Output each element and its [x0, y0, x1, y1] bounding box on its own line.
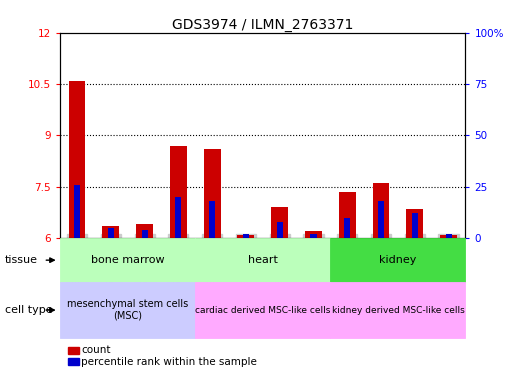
Bar — [203, 149, 221, 238]
Bar — [74, 185, 80, 238]
Text: heart: heart — [248, 255, 278, 265]
Text: tissue: tissue — [5, 255, 38, 265]
Text: cardiac derived MSC-like cells: cardiac derived MSC-like cells — [195, 306, 331, 314]
Bar — [406, 209, 423, 238]
Text: kidney: kidney — [379, 255, 417, 265]
Bar — [142, 230, 147, 238]
Bar — [344, 217, 350, 238]
Title: GDS3974 / ILMN_2763371: GDS3974 / ILMN_2763371 — [172, 18, 354, 31]
Bar — [108, 228, 114, 238]
Bar — [136, 224, 153, 238]
Text: kidney derived MSC-like cells: kidney derived MSC-like cells — [332, 306, 464, 314]
Bar — [277, 222, 283, 238]
Bar — [339, 192, 356, 238]
Bar — [440, 235, 457, 238]
Text: percentile rank within the sample: percentile rank within the sample — [81, 357, 257, 367]
Text: count: count — [81, 345, 110, 355]
Bar — [378, 201, 384, 238]
Bar — [271, 207, 288, 238]
Bar — [69, 81, 85, 238]
Bar — [305, 231, 322, 238]
Bar — [243, 234, 249, 238]
Bar — [237, 235, 254, 238]
Bar — [170, 146, 187, 238]
Bar — [103, 226, 119, 238]
Bar — [446, 234, 452, 238]
Text: mesenchymal stem cells
(MSC): mesenchymal stem cells (MSC) — [67, 299, 188, 321]
Text: cell type: cell type — [5, 305, 53, 315]
Bar — [311, 234, 316, 238]
Bar — [209, 201, 215, 238]
Bar — [372, 183, 390, 238]
Bar — [412, 214, 418, 238]
Bar — [175, 197, 181, 238]
Text: bone marrow: bone marrow — [91, 255, 165, 265]
